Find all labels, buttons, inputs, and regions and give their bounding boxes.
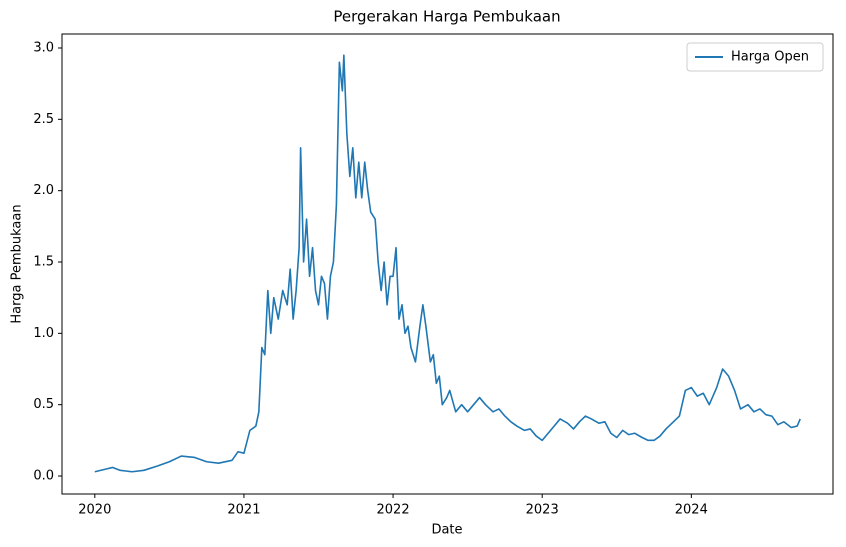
chart-title: Pergerakan Harga Pembukaan (333, 8, 560, 26)
legend-label: Harga Open (731, 50, 809, 65)
y-tick-label: 1.5 (33, 255, 54, 270)
x-tick-label: 2020 (78, 503, 111, 518)
y-tick-label: 1.0 (33, 326, 54, 341)
y-axis-label: Harga Pembukaan (10, 204, 25, 323)
x-tick-label: 2024 (675, 503, 708, 518)
plot-frame (61, 33, 834, 495)
data-line (94, 54, 801, 473)
y-tick-label: 0.5 (33, 397, 54, 412)
y-tick-label: 3.0 (33, 40, 54, 55)
x-tick-label: 2021 (227, 503, 260, 518)
x-axis-label: Date (431, 523, 462, 538)
y-tick-label: 0.0 (33, 469, 54, 484)
y-tick-label: 2.0 (33, 183, 54, 198)
x-tick-label: 2023 (526, 503, 559, 518)
y-tick-label: 2.5 (33, 112, 54, 127)
x-tick-label: 2022 (377, 503, 410, 518)
legend-box (686, 42, 824, 72)
